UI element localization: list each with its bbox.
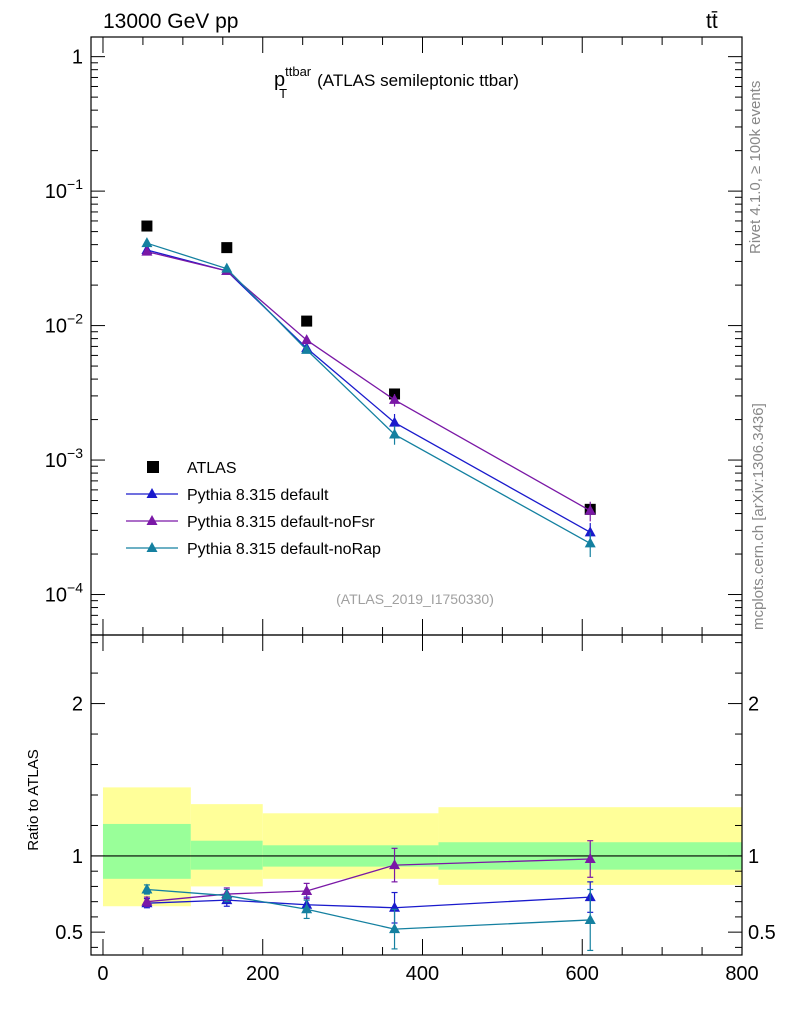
main-point-pythia-8-315-default-norap	[584, 537, 596, 548]
header-process: tt̄	[706, 10, 718, 33]
legend-marker-default	[146, 488, 158, 498]
ratio-point-pythia-8-315-default-norap	[221, 889, 233, 900]
main-y-tick-labels: 1 10−1 10−2 10−3 10−4	[45, 47, 83, 607]
ratio-point-pythia-8-315-default-nofsr	[141, 895, 153, 906]
legend-marker-atlas	[147, 461, 159, 473]
ratio-frame	[90, 634, 743, 956]
ratio-point-pythia-8-315-default-norap	[301, 903, 313, 914]
ratio-ylabel: Ratio to ATLAS	[25, 749, 42, 850]
main-point-pythia-8-315-default-norap	[221, 262, 233, 273]
legend-label-nofsr: Pythia 8.315 default-noFsr	[187, 514, 375, 531]
main-point-pythia-8-315-default	[584, 526, 596, 537]
legend-label-default: Pythia 8.315 default	[187, 487, 329, 504]
title-sup: ttbar	[285, 64, 312, 79]
x-tick-label-200: 200	[246, 963, 279, 985]
x-tick-label-600: 600	[566, 963, 599, 985]
x-tick-label-800: 800	[725, 963, 758, 985]
main-point-pythia-8-315-default-nofsr	[389, 393, 401, 404]
main-y-tick-label-1: 1	[72, 47, 83, 69]
ratio-y-tick-labels: 0.5 1 2 0.5 1 2	[55, 694, 776, 945]
legend-marker-nofsr	[146, 515, 158, 525]
ratio-point-pythia-8-315-default-norap	[389, 923, 401, 934]
ratio-point-pythia-8-315-default-norap	[584, 913, 596, 924]
main-y-tick-label-1e-4: 10−4	[45, 580, 83, 607]
legend-label-norap: Pythia 8.315 default-noRap	[187, 541, 381, 558]
main-point-pythia-8-315-default-norap	[141, 237, 153, 248]
main-y-tick-label-1e-2: 10−2	[45, 311, 83, 338]
legend-marker-norap	[146, 542, 158, 552]
ratio-right-y-tick-label-1: 1	[748, 846, 759, 868]
side-text-mcplots: mcplots.cern.ch [arXiv:1306.3436]	[750, 403, 767, 630]
main-y-tick-label-1e-3: 10−3	[45, 445, 83, 472]
main-title: pttbar T (ATLAS semileptonic ttbar)	[274, 64, 519, 101]
main-point-atlas	[221, 242, 233, 254]
ratio-axis-ticks	[91, 635, 743, 955]
side-text-rivet: Rivet 4.1.0, ≥ 100k events	[747, 81, 764, 254]
ratio-series-layer	[141, 840, 596, 952]
main-y-tick-label-1e-1: 10−1	[45, 176, 83, 203]
legend: ATLAS Pythia 8.315 default Pythia 8.315 …	[126, 460, 381, 558]
main-axis-ticks	[91, 37, 743, 636]
x-tick-label-400: 400	[406, 963, 439, 985]
title-sub: T	[279, 86, 287, 101]
title-p: p	[274, 69, 285, 91]
title-rest: (ATLAS semileptonic ttbar)	[317, 71, 519, 90]
ratio-point-pythia-8-315-default-nofsr	[584, 853, 596, 863]
header-energy: 13000 GeV pp	[103, 10, 238, 33]
analysis-watermark: (ATLAS_2019_I1750330)	[336, 591, 494, 607]
main-point-pythia-8-315-default-nofsr	[584, 504, 596, 515]
main-point-pythia-8-315-default-norap	[301, 343, 313, 354]
legend-label-atlas: ATLAS	[187, 460, 237, 477]
x-tick-label-0: 0	[97, 963, 108, 985]
ratio-line-pythia-8-315-default	[146, 896, 591, 909]
main-point-pythia-8-315-default	[389, 416, 401, 427]
ratio-y-tick-label-0.5: 0.5	[55, 922, 83, 944]
main-point-pythia-8-315-default-nofsr	[301, 334, 313, 345]
main-point-pythia-8-315-default-norap	[389, 428, 401, 439]
ratio-point-pythia-8-315-default-norap	[141, 883, 153, 894]
ratio-band-inner	[190, 840, 263, 870]
main-point-atlas	[141, 220, 153, 232]
ratio-right-y-tick-label-2: 2	[748, 694, 759, 716]
main-series-layer	[141, 220, 596, 558]
ratio-y-tick-label-1: 1	[72, 846, 83, 868]
ratio-band-inner	[102, 823, 191, 879]
ratio-right-y-tick-label-0.5: 0.5	[748, 922, 776, 944]
ratio-point-pythia-8-315-default-nofsr	[389, 859, 401, 870]
ratio-x-tick-labels: 0 200 400 600 800	[97, 963, 758, 985]
ratio-y-tick-label-2: 2	[72, 694, 83, 716]
main-point-atlas	[301, 315, 313, 327]
ratio-uncertainty-bands	[102, 787, 742, 907]
ratio-point-pythia-8-315-default-nofsr	[301, 885, 313, 895]
main-point-pythia-8-315-default-nofsr	[141, 245, 153, 256]
